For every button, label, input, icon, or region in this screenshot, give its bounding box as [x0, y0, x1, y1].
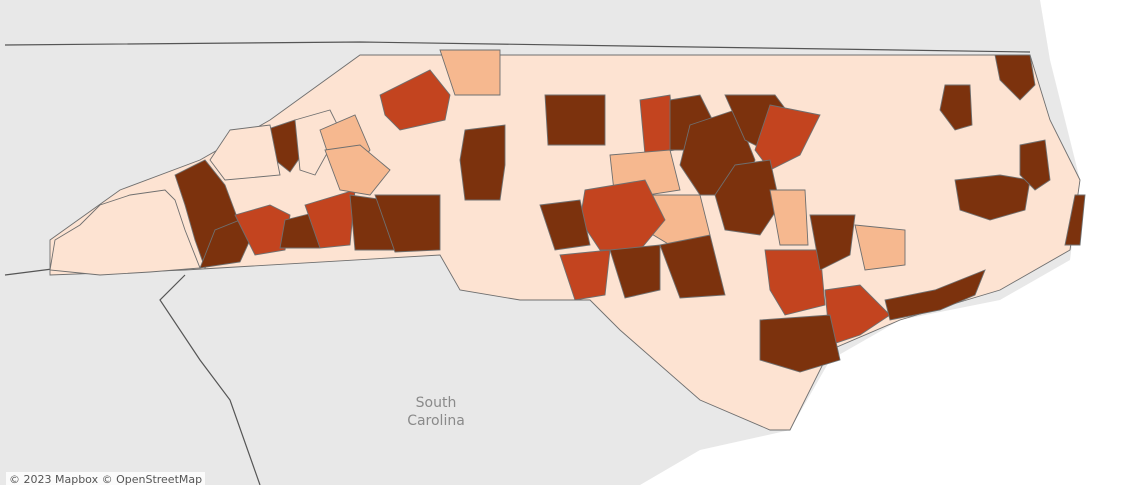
county-shape[interactable]: [49, 189, 201, 276]
ocean: [640, 0, 1140, 485]
county-shape[interactable]: [374, 194, 441, 253]
county-shape[interactable]: [854, 224, 906, 271]
county-shape[interactable]: [544, 94, 606, 146]
county-shape[interactable]: [439, 49, 501, 96]
county-shape[interactable]: [769, 189, 809, 246]
county-shape[interactable]: [809, 214, 856, 271]
county-shape[interactable]: [884, 269, 986, 321]
county-shape[interactable]: [759, 314, 841, 373]
county-shape[interactable]: [209, 124, 281, 181]
county-shape[interactable]: [459, 124, 506, 201]
county-shape[interactable]: [559, 249, 611, 301]
map-attribution[interactable]: © 2023 Mapbox © OpenStreetMap: [6, 472, 206, 487]
county-shape[interactable]: [1019, 139, 1051, 191]
county-shape[interactable]: [659, 234, 726, 299]
county-shape[interactable]: [609, 244, 661, 299]
county-shape[interactable]: [1064, 194, 1086, 246]
county-shape[interactable]: [539, 199, 591, 251]
county-shape[interactable]: [754, 104, 821, 171]
state-label-south-carolina: South Carolina: [407, 395, 465, 429]
county-shape[interactable]: [939, 84, 973, 131]
county-shape[interactable]: [234, 204, 291, 256]
county-shape[interactable]: [764, 249, 826, 316]
county-shape[interactable]: [714, 159, 781, 236]
county-layer: [49, 49, 1086, 431]
county-shape[interactable]: [304, 189, 356, 249]
county-shape[interactable]: [379, 69, 451, 131]
county-shape[interactable]: [324, 144, 391, 196]
county-shape[interactable]: [954, 174, 1031, 221]
county-shape[interactable]: [994, 54, 1036, 101]
